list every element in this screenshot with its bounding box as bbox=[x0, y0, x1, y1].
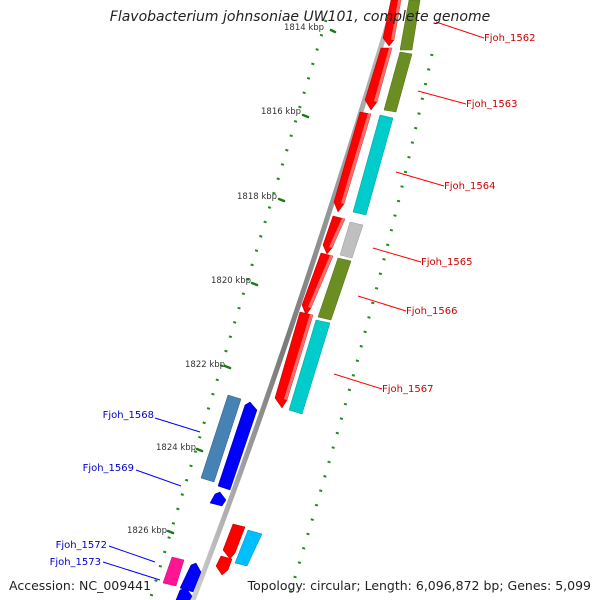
pink-feature[interactable] bbox=[162, 556, 185, 587]
leader-line bbox=[102, 561, 161, 581]
gene-label-fjoh-1567[interactable]: Fjoh_1567 bbox=[382, 384, 433, 395]
accession-label: Accession: NC_009441 bbox=[9, 578, 152, 593]
gene-label-fjoh-1572[interactable]: Fjoh_1572 bbox=[56, 540, 107, 551]
gene-label-fjoh-1568[interactable]: Fjoh_1568 bbox=[103, 410, 154, 421]
grey-feature[interactable] bbox=[339, 221, 364, 259]
tick-mark bbox=[223, 364, 232, 370]
tick-mark bbox=[250, 281, 259, 287]
tick-mark bbox=[277, 197, 286, 203]
cds-highlight bbox=[341, 113, 371, 204]
gene-label-fjoh-1573[interactable]: Fjoh_1573 bbox=[50, 557, 101, 568]
tick-mark bbox=[166, 529, 175, 535]
olive-feature[interactable] bbox=[317, 257, 352, 321]
cds-feature[interactable] bbox=[222, 523, 246, 560]
gene-label-fjoh-1564[interactable]: Fjoh_1564 bbox=[444, 181, 495, 192]
olive-feature[interactable] bbox=[383, 51, 413, 113]
tick-mark bbox=[195, 447, 204, 453]
reverse-cds-track bbox=[162, 394, 258, 600]
map-title: Flavobacterium johnsoniae UW101, complet… bbox=[109, 9, 491, 25]
cds-feature-reverse[interactable] bbox=[175, 587, 193, 600]
leader-line bbox=[135, 469, 182, 487]
gene-label-fjoh-1565[interactable]: Fjoh_1565 bbox=[421, 257, 472, 268]
cds-highlight bbox=[308, 255, 333, 308]
cds-highlight bbox=[329, 218, 345, 248]
tick-mark bbox=[329, 28, 337, 34]
cyan-feature[interactable] bbox=[288, 319, 331, 415]
reverse-label-leaders bbox=[102, 417, 201, 581]
steelblue-feature[interactable] bbox=[200, 394, 242, 483]
forward-cds-track bbox=[215, 0, 402, 576]
cds-highlight bbox=[374, 48, 392, 102]
tick-label: 1820 kbp bbox=[211, 276, 251, 286]
cds-highlight bbox=[284, 314, 313, 400]
tick-label: 1822 kbp bbox=[185, 360, 225, 370]
leader-line bbox=[395, 171, 445, 187]
leader-line bbox=[372, 247, 422, 263]
tick-label: 1824 kbp bbox=[156, 443, 196, 453]
gene-label-fjoh-1563[interactable]: Fjoh_1563 bbox=[466, 99, 517, 110]
tick-marks bbox=[166, 28, 337, 535]
skyblue-feature[interactable] bbox=[234, 529, 263, 567]
genome-summary-label: Topology: circular; Length: 6,096,872 bp… bbox=[247, 578, 591, 593]
tick-label: 1818 kbp bbox=[237, 192, 277, 202]
forward-category-track bbox=[234, 0, 421, 567]
gene-label-fjoh-1569[interactable]: Fjoh_1569 bbox=[83, 463, 134, 474]
gene-label-fjoh-1562[interactable]: Fjoh_1562 bbox=[484, 33, 535, 44]
forward-label-leaders bbox=[333, 21, 485, 390]
forward-cds-track-highlight bbox=[284, 0, 401, 400]
cds-feature-reverse[interactable] bbox=[209, 491, 227, 507]
genome-backbone bbox=[190, 9, 395, 600]
tick-label: 1826 kbp bbox=[127, 526, 167, 536]
leader-line bbox=[154, 417, 201, 433]
gene-label-fjoh-1566[interactable]: Fjoh_1566 bbox=[406, 306, 457, 317]
cds-feature-reverse[interactable] bbox=[217, 401, 258, 491]
leader-line bbox=[108, 545, 156, 563]
leader-line bbox=[417, 90, 467, 105]
cds-feature[interactable] bbox=[215, 555, 233, 576]
leader-line bbox=[357, 295, 407, 312]
tick-label: 1816 kbp bbox=[261, 107, 301, 117]
leader-line bbox=[435, 21, 485, 39]
tick-mark bbox=[301, 113, 310, 119]
olive-feature[interactable] bbox=[399, 0, 421, 51]
cyan-feature[interactable] bbox=[352, 114, 394, 216]
cds-highlight bbox=[391, 0, 401, 40]
cds-feature-reverse[interactable] bbox=[179, 562, 202, 593]
tick-label: 1814 kbp bbox=[284, 23, 324, 33]
leader-line bbox=[333, 373, 383, 390]
